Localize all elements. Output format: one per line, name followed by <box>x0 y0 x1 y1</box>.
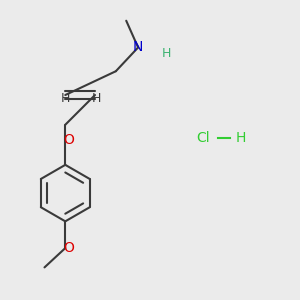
Text: O: O <box>63 241 74 255</box>
Text: H: H <box>236 131 246 145</box>
Text: Cl: Cl <box>197 131 210 145</box>
Text: H: H <box>162 47 171 60</box>
Text: H: H <box>61 92 70 105</box>
Text: N: N <box>133 40 143 55</box>
Text: O: O <box>63 133 74 147</box>
Text: H: H <box>92 92 101 105</box>
